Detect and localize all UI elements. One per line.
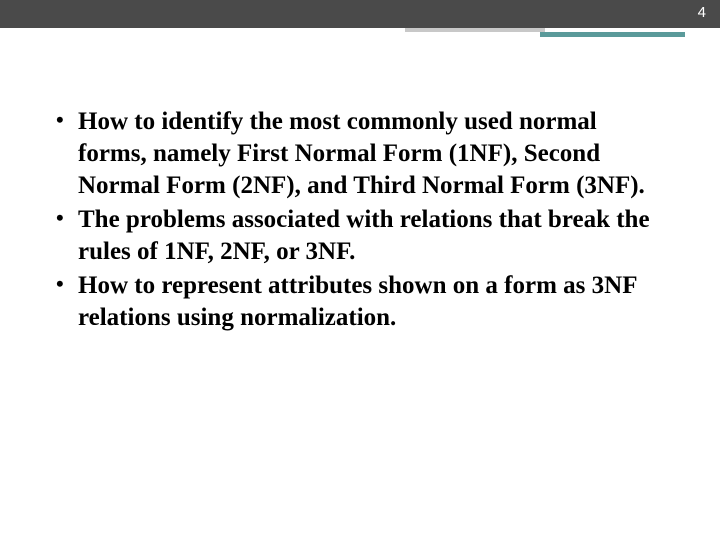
list-item: How to identify the most commonly used n… [50,106,670,202]
bullet-list: How to identify the most commonly used n… [50,106,670,334]
accent-teal-line [540,32,685,37]
header-bar: 4 [0,0,720,28]
list-item: The problems associated with relations t… [50,204,670,268]
page-number: 4 [698,4,706,21]
slide-content: How to identify the most commonly used n… [0,28,720,334]
accent-gray-line [405,28,545,32]
list-item: How to represent attributes shown on a f… [50,270,670,334]
header-accent [0,28,720,40]
